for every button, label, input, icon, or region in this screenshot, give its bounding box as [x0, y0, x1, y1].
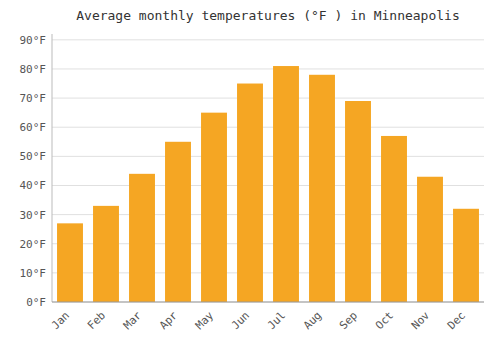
- x-tick-label: May: [193, 309, 217, 333]
- x-tick-label: Mar: [121, 309, 145, 333]
- bar: [93, 206, 119, 302]
- title: Average monthly temperatures (°F ) in Mi…: [76, 8, 460, 23]
- y-tick-label: 80°F: [20, 63, 47, 76]
- bar: [273, 66, 299, 302]
- bars: [57, 66, 479, 302]
- bar: [417, 177, 443, 302]
- grid-line: [52, 302, 484, 303]
- chart: Average monthly temperatures (°F ) in Mi…: [0, 0, 500, 350]
- bar: [345, 101, 371, 302]
- chart-container: Average monthly temperatures (°F ) in Mi…: [0, 0, 500, 350]
- y-tick-label: 30°F: [20, 209, 47, 222]
- x-tick-label: Nov: [409, 309, 433, 333]
- x-tick-label: Jun: [229, 309, 252, 332]
- y-tick-label: 70°F: [20, 92, 47, 105]
- x-tick-label: Dec: [445, 309, 468, 332]
- y-tick-label: 60°F: [20, 121, 47, 134]
- grid-line: [52, 68, 484, 69]
- bar: [453, 209, 479, 302]
- grid-line: [52, 39, 484, 40]
- grid-line: [52, 98, 484, 99]
- x-tick-label: Aug: [301, 309, 324, 332]
- x-axis-line: [52, 302, 484, 303]
- x-tick-label: Jul: [265, 309, 288, 332]
- y-axis-line: [52, 34, 53, 302]
- y-tick-label: 40°F: [20, 179, 47, 192]
- bar: [129, 174, 155, 302]
- x-tick-label: Feb: [85, 309, 108, 332]
- y-tick-label: 50°F: [20, 150, 47, 163]
- bar: [165, 142, 191, 302]
- bar: [201, 113, 227, 302]
- grid-line: [52, 127, 484, 128]
- y-tick-label: 10°F: [20, 267, 47, 280]
- bar: [237, 84, 263, 302]
- x-tick-label: Jan: [49, 309, 72, 332]
- bar: [381, 136, 407, 302]
- y-tick-label: 20°F: [20, 238, 47, 251]
- bar: [57, 223, 83, 302]
- x-axis: Jan Feb Mar Apr May Jun Jul Aug Sep Oct Nov Dec: [49, 309, 468, 333]
- y-tick-label: 90°F: [20, 34, 47, 47]
- x-tick-label: Sep: [337, 309, 360, 332]
- bar: [309, 75, 335, 302]
- grid-line: [52, 156, 484, 157]
- y-tick-label: 0°F: [26, 296, 46, 309]
- x-tick-label: Oct: [373, 309, 396, 332]
- x-tick-label: Apr: [157, 309, 181, 333]
- y-axis: 0°F 10°F 20°F 30°F 40°F 50°F 60°F 70°F 80°F 90°F: [20, 34, 485, 309]
